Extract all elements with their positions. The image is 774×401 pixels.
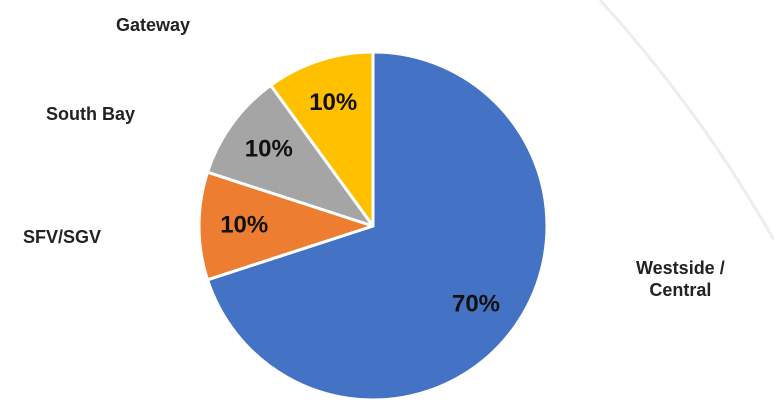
category-label-south-bay: South Bay bbox=[46, 104, 136, 124]
data-label-south-bay: 10% bbox=[245, 136, 293, 163]
pie-slice-gateway bbox=[269, 50, 375, 228]
category-label-gateway: Gateway bbox=[116, 15, 191, 35]
pie-slice-south-bay bbox=[206, 83, 375, 228]
data-label-sfv-sgv: 10% bbox=[220, 211, 268, 238]
category-label-westside-line2: Central bbox=[649, 280, 712, 300]
data-label-westside-central: 70% bbox=[452, 290, 500, 317]
data-label-gateway: 10% bbox=[309, 89, 357, 116]
category-label-sfv-sgv: SFV/SGV bbox=[23, 227, 102, 247]
category-label-westside-central: Westside / Central bbox=[636, 257, 725, 301]
pie-slice-sfv-sgv bbox=[197, 170, 375, 282]
category-label-westside-line1: Westside / bbox=[636, 258, 725, 278]
background-arc-decoration bbox=[598, 0, 774, 241]
pie-slice-westside-central bbox=[206, 50, 549, 401]
